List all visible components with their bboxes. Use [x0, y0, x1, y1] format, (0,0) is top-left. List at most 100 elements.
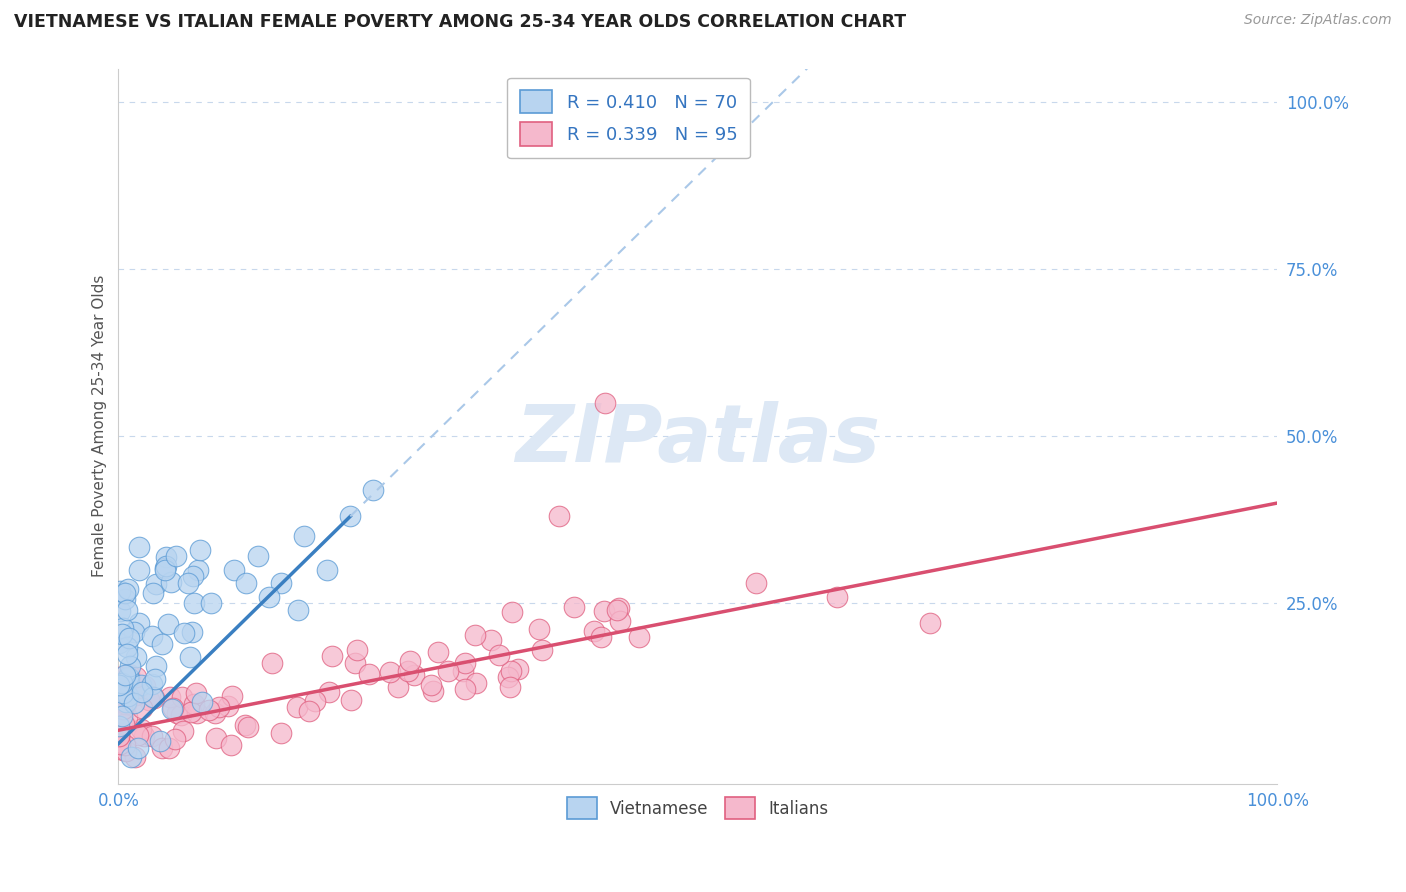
- Point: [118, 658, 141, 673]
- Point: [162, 701, 184, 715]
- Point: [166, 706, 188, 720]
- Point: [236, 720, 259, 734]
- Point: [124, 750, 146, 764]
- Point: [107, 730, 129, 744]
- Point: [501, 605, 523, 619]
- Point: [108, 636, 131, 650]
- Point: [285, 699, 308, 714]
- Y-axis label: Female Poverty Among 25-34 Year Olds: Female Poverty Among 25-34 Year Olds: [93, 275, 107, 577]
- Text: Source: ZipAtlas.com: Source: ZipAtlas.com: [1244, 13, 1392, 28]
- Point: [115, 744, 138, 758]
- Point: [186, 706, 208, 721]
- Point: [172, 690, 194, 705]
- Point: [107, 682, 129, 697]
- Point: [125, 650, 148, 665]
- Point: [141, 729, 163, 743]
- Point: [120, 749, 142, 764]
- Point: [547, 509, 569, 524]
- Point: [527, 622, 550, 636]
- Point: [420, 678, 443, 692]
- Point: [627, 630, 650, 644]
- Point: [114, 738, 136, 752]
- Point: [129, 678, 152, 692]
- Point: [609, 614, 631, 628]
- Point: [454, 681, 477, 696]
- Point: [198, 703, 221, 717]
- Point: [165, 732, 187, 747]
- Point: [143, 690, 166, 705]
- Point: [155, 559, 177, 574]
- Point: [150, 637, 173, 651]
- Point: [153, 563, 176, 577]
- Point: [160, 574, 183, 589]
- Point: [380, 665, 402, 680]
- Point: [110, 583, 132, 598]
- Point: [118, 667, 141, 681]
- Point: [181, 625, 204, 640]
- Point: [128, 540, 150, 554]
- Point: [180, 705, 202, 719]
- Point: [531, 643, 554, 657]
- Point: [155, 550, 177, 565]
- Point: [117, 602, 139, 616]
- Point: [179, 650, 201, 665]
- Point: [464, 628, 486, 642]
- Point: [270, 726, 292, 740]
- Point: [270, 576, 292, 591]
- Point: [339, 509, 361, 524]
- Point: [117, 689, 139, 703]
- Point: [108, 726, 131, 740]
- Point: [145, 576, 167, 591]
- Point: [142, 690, 165, 704]
- Point: [128, 616, 150, 631]
- Point: [112, 717, 135, 731]
- Point: [217, 698, 239, 713]
- Point: [173, 626, 195, 640]
- Point: [316, 563, 339, 577]
- Point: [387, 680, 409, 694]
- Point: [402, 667, 425, 681]
- Point: [122, 625, 145, 640]
- Point: [187, 563, 209, 577]
- Point: [498, 670, 520, 684]
- Point: [114, 690, 136, 704]
- Point: [107, 678, 129, 692]
- Point: [117, 670, 139, 684]
- Point: [593, 604, 616, 618]
- Point: [145, 659, 167, 673]
- Point: [129, 722, 152, 736]
- Point: [501, 664, 523, 678]
- Point: [363, 483, 385, 497]
- Point: [114, 592, 136, 607]
- Point: [427, 645, 450, 659]
- Point: [188, 542, 211, 557]
- Point: [111, 685, 134, 699]
- Point: [141, 676, 163, 690]
- Legend: Vietnamese, Italians: Vietnamese, Italians: [561, 790, 835, 825]
- Point: [160, 702, 183, 716]
- Point: [298, 704, 321, 718]
- Point: [224, 563, 246, 577]
- Point: [508, 662, 530, 676]
- Point: [138, 693, 160, 707]
- Point: [321, 648, 343, 663]
- Point: [108, 729, 131, 743]
- Point: [159, 690, 181, 705]
- Point: [205, 731, 228, 745]
- Point: [200, 596, 222, 610]
- Point: [606, 603, 628, 617]
- Point: [339, 692, 361, 706]
- Point: [287, 603, 309, 617]
- Point: [114, 586, 136, 600]
- Point: [235, 576, 257, 591]
- Text: ZIPatlas: ZIPatlas: [516, 401, 880, 479]
- Point: [181, 569, 204, 583]
- Point: [488, 648, 510, 663]
- Point: [153, 560, 176, 574]
- Point: [479, 633, 502, 648]
- Point: [159, 741, 181, 756]
- Point: [112, 621, 135, 635]
- Point: [115, 710, 138, 724]
- Point: [246, 549, 269, 564]
- Point: [593, 395, 616, 409]
